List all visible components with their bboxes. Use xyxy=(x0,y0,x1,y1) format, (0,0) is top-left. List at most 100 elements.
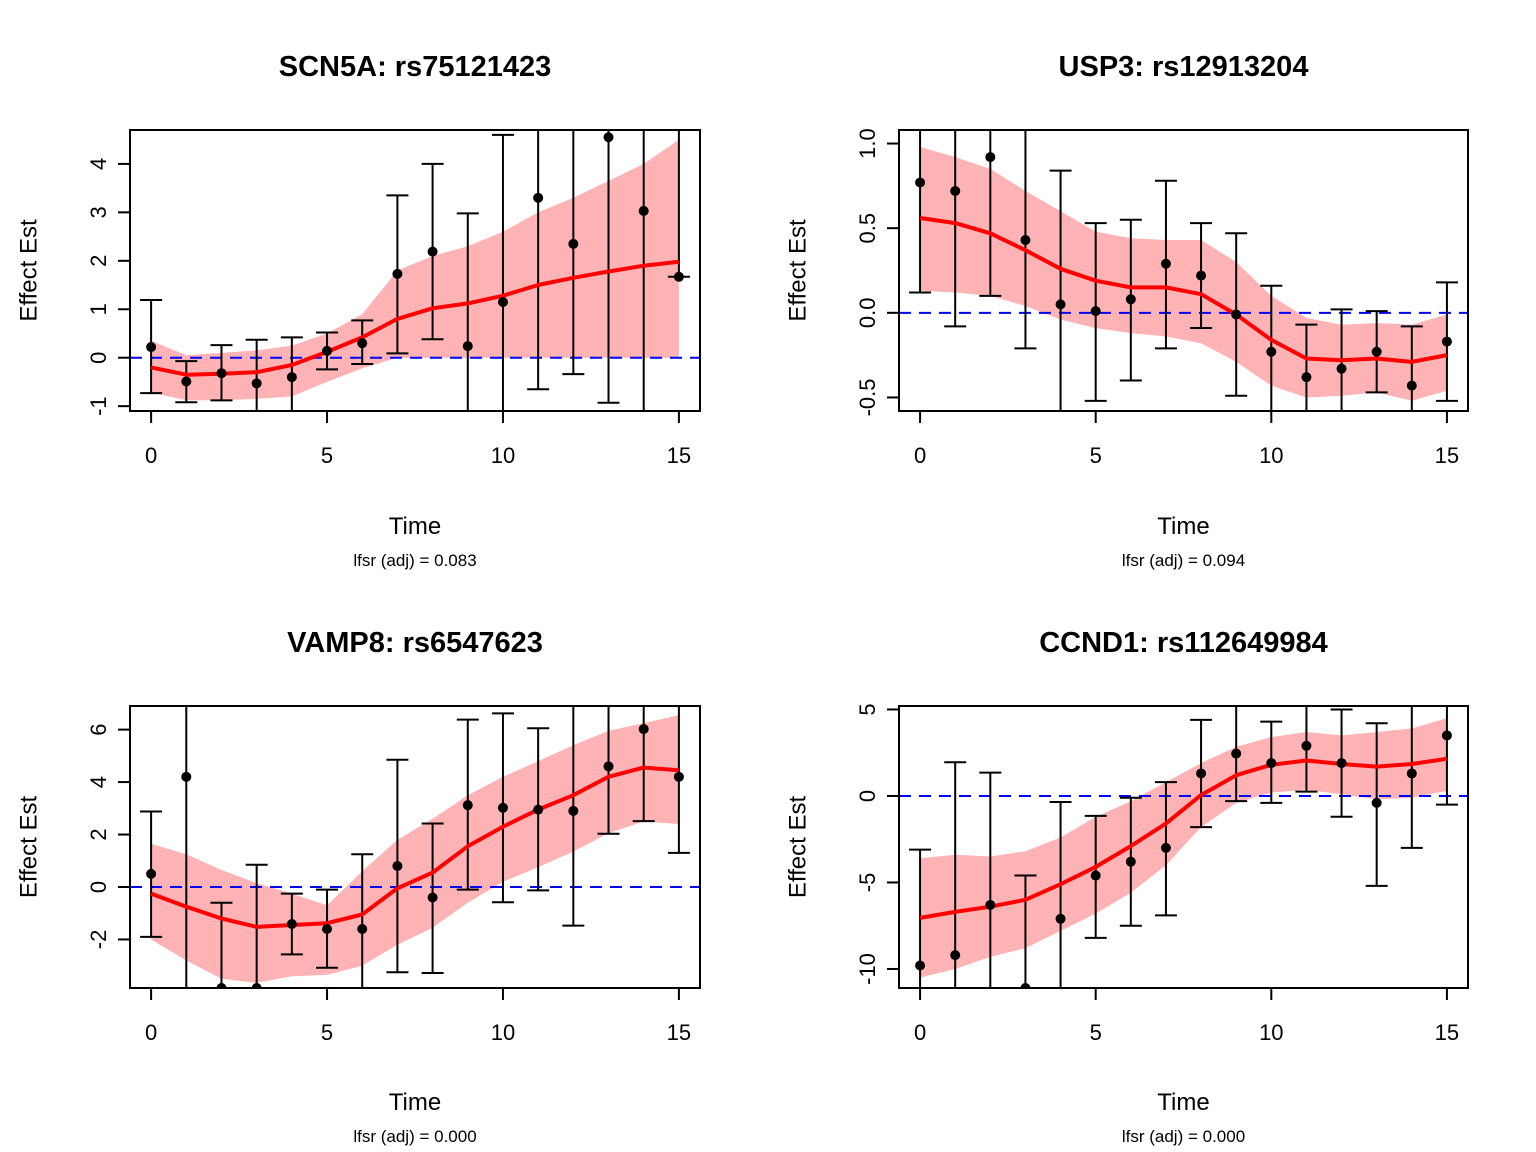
x-tick-label: 5 xyxy=(321,443,333,468)
fit-line xyxy=(919,216,1448,364)
data-point xyxy=(1020,235,1031,246)
data-point xyxy=(985,152,996,163)
plot-area xyxy=(130,706,700,988)
y-axis: -2 0 2 4 6 xyxy=(86,723,131,950)
confidence-band xyxy=(920,718,1447,978)
chart-panel-1: 0 5 10 15 -1 0 1 2 3 4 SCN5A: rs75121423 Time lfsr (… xyxy=(15,51,701,570)
error-bar xyxy=(491,133,514,411)
data-point xyxy=(1231,748,1242,759)
data-point xyxy=(497,296,508,307)
chart-panel-4: 0 5 10 15 -10 -5 0 5 CCND1: rs112649984 Time lfsr … xyxy=(784,627,1469,1146)
x-tick-label: 15 xyxy=(667,443,691,468)
x-tick-label: 5 xyxy=(1090,1020,1102,1045)
data-point xyxy=(181,376,192,387)
data-point xyxy=(286,372,297,383)
data-point xyxy=(1406,380,1417,391)
data-point xyxy=(1266,346,1277,357)
data-point xyxy=(950,185,961,196)
data-point xyxy=(181,771,192,782)
error-bar xyxy=(944,130,967,328)
data-point xyxy=(357,338,368,349)
data-point xyxy=(1441,730,1452,741)
y-axis-label: Effect Est xyxy=(784,796,811,899)
error-bar xyxy=(1049,169,1072,411)
data-point xyxy=(1160,842,1171,853)
chart-title: CCND1: rs112649984 xyxy=(1039,627,1328,659)
x-tick-label: 0 xyxy=(145,1020,157,1045)
error-bar xyxy=(1014,874,1037,988)
data-point xyxy=(216,368,227,379)
lfsr-subtitle: lfsr (adj) = 0.000 xyxy=(1122,1127,1245,1146)
y-tick-label: 0 xyxy=(86,352,111,364)
data-point xyxy=(322,923,333,934)
chart-title: VAMP8: rs6547623 xyxy=(287,627,543,659)
data-point xyxy=(1196,768,1207,779)
data-point xyxy=(1301,740,1312,751)
data-point xyxy=(638,205,649,216)
y-tick-label: 5 xyxy=(855,703,880,715)
y-tick-label: -1 xyxy=(86,396,111,416)
x-axis-label: Time xyxy=(1157,513,1209,540)
x-tick-label: 0 xyxy=(914,443,926,468)
x-axis-label: Time xyxy=(1157,1089,1209,1116)
data-point xyxy=(950,950,961,961)
y-axis: -1 0 1 2 3 4 xyxy=(86,158,131,416)
chart-title: USP3: rs12913204 xyxy=(1059,51,1309,83)
data-point xyxy=(497,802,508,813)
x-tick-label: 0 xyxy=(914,1020,926,1045)
data-point xyxy=(915,960,926,971)
data-point xyxy=(1160,258,1171,269)
y-tick-label: 4 xyxy=(86,158,111,170)
data-point xyxy=(985,899,996,910)
chart-panel-3: 0 5 10 15 -2 0 2 4 6 VAMP8: rs6547623 Time lfsr (ad… xyxy=(15,627,701,1146)
y-tick-label: 2 xyxy=(86,828,111,840)
data-point xyxy=(462,341,473,352)
plot-area xyxy=(899,706,1468,988)
data-point xyxy=(568,238,579,249)
error-bar xyxy=(1435,706,1458,806)
data-point xyxy=(533,192,544,203)
x-axis-label: Time xyxy=(389,513,441,540)
data-point xyxy=(568,805,579,816)
data-point xyxy=(1371,346,1382,357)
data-point xyxy=(1196,270,1207,281)
x-axis: 0 5 10 15 xyxy=(145,987,691,1045)
y-axis: -10 -5 0 5 xyxy=(855,703,900,985)
x-tick-label: 10 xyxy=(491,1020,515,1045)
lfsr-subtitle: lfsr (adj) = 0.083 xyxy=(353,551,476,570)
x-tick-label: 15 xyxy=(1435,1020,1459,1045)
data-point xyxy=(1090,870,1101,881)
chart-panel-2: 0 5 10 15 -0.5 0.0 0.5 1.0 USP3: rs12913204 Time l… xyxy=(784,51,1469,570)
y-tick-label: 2 xyxy=(86,255,111,267)
data-point xyxy=(603,132,614,143)
x-tick-label: 0 xyxy=(145,443,157,468)
error-bar xyxy=(1400,325,1423,411)
data-point xyxy=(146,868,157,879)
plot-area xyxy=(130,130,700,411)
y-tick-label: -5 xyxy=(855,873,880,893)
error-bar xyxy=(1295,323,1318,411)
lfsr-subtitle: lfsr (adj) = 0.094 xyxy=(1122,551,1245,570)
x-axis: 0 5 10 15 xyxy=(914,987,1459,1045)
y-tick-label: -2 xyxy=(86,930,111,950)
data-point xyxy=(392,268,403,279)
x-axis: 0 5 10 15 xyxy=(145,410,691,468)
data-point xyxy=(638,724,649,735)
data-point xyxy=(1055,299,1066,310)
x-tick-label: 15 xyxy=(1435,443,1459,468)
data-point xyxy=(1090,306,1101,317)
data-point xyxy=(392,861,403,872)
fit-line xyxy=(919,756,1448,920)
data-point xyxy=(1125,856,1136,867)
data-point xyxy=(1266,758,1277,769)
y-tick-label: 1.0 xyxy=(855,128,880,159)
data-point xyxy=(286,918,297,929)
confidence-band xyxy=(920,146,1447,401)
data-point xyxy=(673,271,684,282)
data-point xyxy=(1055,913,1066,924)
data-point xyxy=(1125,294,1136,305)
x-tick-label: 10 xyxy=(1259,443,1283,468)
error-bar xyxy=(1049,801,1072,988)
y-axis: -0.5 0.0 0.5 1.0 xyxy=(855,128,900,416)
